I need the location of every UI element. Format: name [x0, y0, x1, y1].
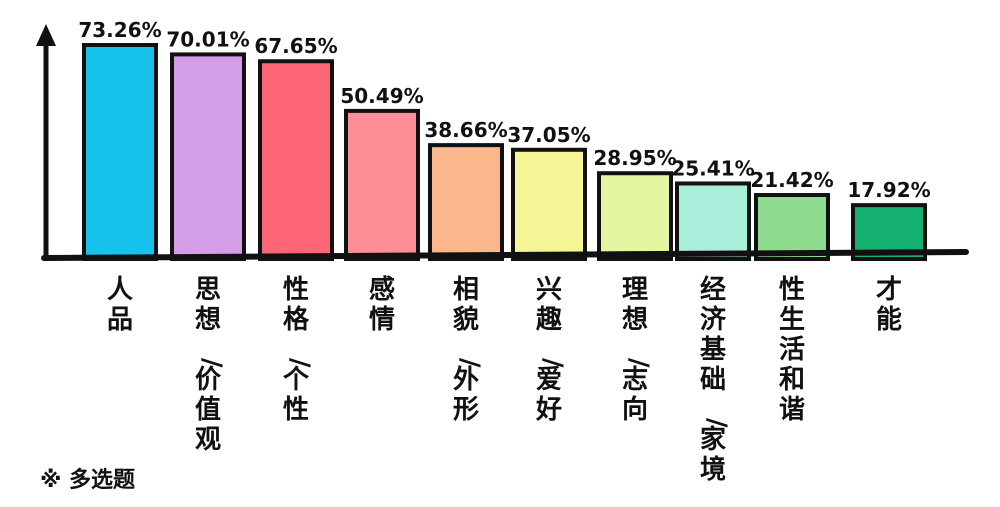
bar: [675, 181, 751, 262]
data-label: 21.42%: [750, 168, 833, 192]
category-label: 思想/价值观: [195, 275, 226, 455]
category-label: 兴趣/爱好: [535, 275, 567, 425]
x-axis: [41, 249, 969, 261]
category-label: 性生活和谐: [779, 275, 805, 425]
bar: [82, 43, 158, 261]
data-label: 28.95%: [593, 146, 676, 170]
data-label: 50.49%: [340, 84, 423, 108]
y-axis-arrow: [36, 24, 56, 46]
bar: [428, 143, 504, 261]
category-label: 经济基础/家境: [700, 274, 731, 485]
data-label: 38.66%: [424, 118, 507, 142]
category-label: 相貌/外形: [452, 275, 484, 425]
bar: [170, 52, 246, 261]
data-label: 37.05%: [507, 123, 590, 147]
data-label: 25.41%: [671, 156, 754, 180]
bar: [344, 108, 420, 261]
category-label: 感情: [369, 275, 395, 335]
bar: [754, 193, 830, 261]
bar: [597, 171, 673, 262]
category-label: 才能: [876, 275, 902, 335]
data-label: 67.65%: [254, 34, 337, 58]
category-label: 性格/个性: [283, 275, 314, 425]
data-label: 17.92%: [847, 178, 930, 202]
data-label: 73.26%: [78, 18, 161, 42]
category-label: 理想/志向: [622, 275, 653, 425]
data-label: 70.01%: [166, 27, 249, 51]
bar: [511, 147, 587, 262]
bar: [258, 59, 334, 261]
category-label: 人品: [107, 275, 133, 335]
footnote: ※ 多选题: [40, 468, 136, 493]
